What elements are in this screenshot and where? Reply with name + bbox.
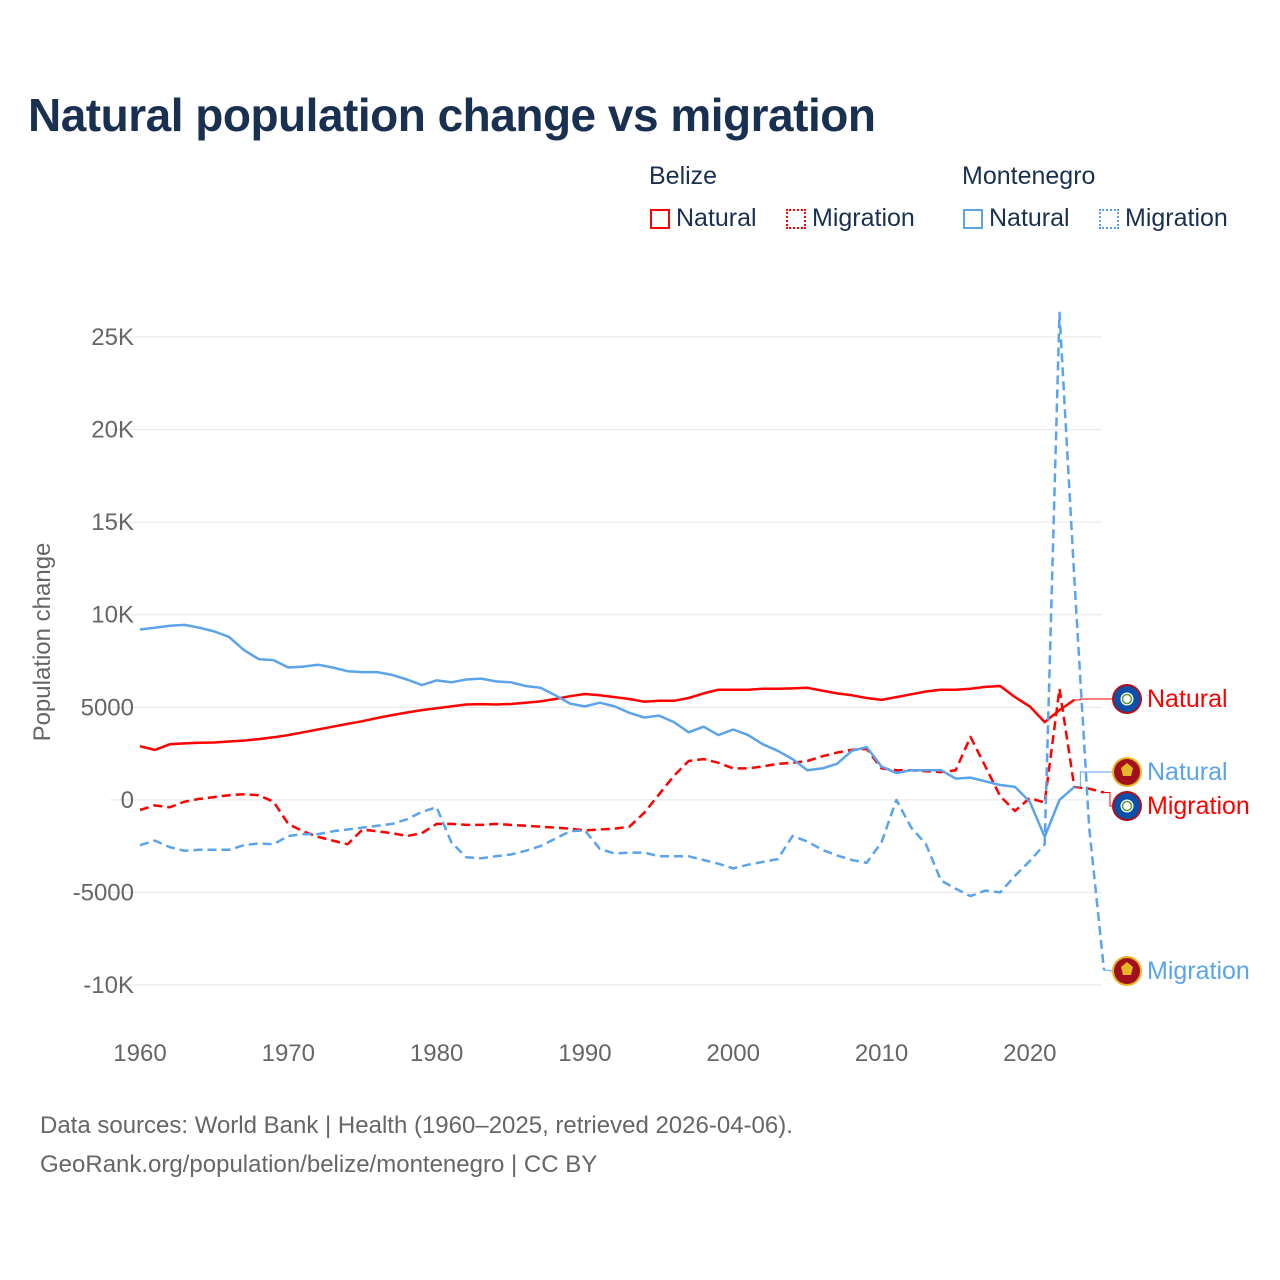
belize-flag-icon xyxy=(1112,684,1142,714)
solid-swatch-icon xyxy=(963,208,983,229)
attribution-link[interactable]: GeoRank.org/population/belize/montenegro… xyxy=(40,1151,598,1178)
x-tick-label: 2000 xyxy=(707,1040,760,1067)
x-tick-label: 1990 xyxy=(558,1040,611,1067)
y-tick-label: 5000 xyxy=(81,694,134,721)
y-tick-label: -5000 xyxy=(73,879,134,906)
end-label: Natural xyxy=(1147,685,1228,713)
label-leader-line xyxy=(1074,698,1112,701)
belize-flag-icon xyxy=(1112,791,1142,821)
series-line-belize-migration xyxy=(139,687,1105,846)
x-tick-label: 2020 xyxy=(1003,1040,1056,1067)
series-line-belize-natural xyxy=(139,684,1076,752)
label-leader-line xyxy=(1074,771,1112,788)
flag-part xyxy=(1121,800,1133,812)
legend-montenegro-natural[interactable]: Natural xyxy=(963,204,1070,233)
legend-belize-natural[interactable]: Natural xyxy=(650,204,757,233)
x-tick-label: 1970 xyxy=(262,1040,315,1067)
flag-part xyxy=(1121,962,1133,975)
legend-label: Natural xyxy=(676,204,757,232)
x-tick-label: 1980 xyxy=(410,1040,463,1067)
chart-title: Natural population change vs migration xyxy=(28,89,876,141)
legend-montenegro-migration[interactable]: Migration xyxy=(1099,204,1228,233)
x-tick-label: 2010 xyxy=(855,1040,908,1067)
y-tick-label: 15K xyxy=(91,509,134,536)
end-label: Natural xyxy=(1147,758,1228,786)
data-source-text: Data sources: World Bank | Health (1960–… xyxy=(40,1112,793,1139)
flag-part xyxy=(1121,763,1133,776)
flag-part xyxy=(1121,693,1133,705)
legend-group-belize: Belize xyxy=(649,162,718,190)
label-leader-line xyxy=(1104,791,1112,807)
y-axis-label: Population change xyxy=(29,543,56,742)
montenegro-flag-icon xyxy=(1112,757,1142,787)
end-label: Migration xyxy=(1147,957,1250,985)
y-tick-label: 0 xyxy=(121,787,134,814)
end-label: Migration xyxy=(1147,792,1250,820)
legend-label: Natural xyxy=(989,204,1070,232)
x-tick-label: 1960 xyxy=(113,1040,166,1067)
legend-label: Migration xyxy=(1125,204,1228,232)
legend-label: Migration xyxy=(812,204,915,232)
dotted-swatch-icon xyxy=(786,208,806,229)
montenegro-flag-icon xyxy=(1112,956,1142,986)
series-line-montenegro-migration xyxy=(139,311,1106,971)
y-tick-label: 20K xyxy=(91,417,134,444)
footer: Data sources: World Bank | Health (1960–… xyxy=(40,1106,793,1184)
series-line-montenegro-natural xyxy=(139,623,1076,839)
legend-group-montenegro: Montenegro xyxy=(962,162,1096,190)
y-tick-label: 10K xyxy=(91,602,134,629)
y-tick-label: -10K xyxy=(83,972,134,999)
legend-belize-migration[interactable]: Migration xyxy=(786,204,915,233)
label-leader-line xyxy=(1104,969,1112,972)
dotted-swatch-icon xyxy=(1099,208,1119,229)
solid-swatch-icon xyxy=(650,208,670,229)
y-tick-label: 25K xyxy=(91,324,134,351)
